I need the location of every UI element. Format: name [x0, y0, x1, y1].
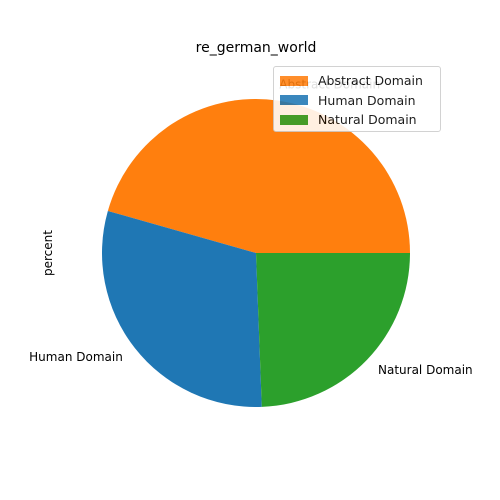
pie-slice-abstract-domain: [107, 99, 410, 253]
legend-swatch-natural-domain: [280, 114, 308, 125]
legend-label-natural-domain: Natural Domain: [318, 112, 417, 128]
y-axis-label: percent: [41, 230, 55, 276]
legend-swatch-abstract-domain: [280, 75, 308, 86]
pie-label-natural-domain: Natural Domain: [378, 363, 473, 377]
pie-slice-human-domain: [102, 210, 262, 407]
pie-label-human-domain: Human Domain: [29, 350, 123, 364]
legend-entry-abstract-domain: Abstract Domain: [280, 71, 434, 91]
legend-entry-human-domain: Human Domain: [280, 91, 434, 111]
legend-label-abstract-domain: Abstract Domain: [318, 73, 423, 89]
chart-title: re_german_world: [196, 40, 317, 56]
pie-slice-natural-domain: [256, 253, 410, 407]
legend: Abstract Domain Human Domain Natural Dom…: [273, 66, 441, 132]
legend-swatch-human-domain: [280, 95, 308, 106]
legend-label-human-domain: Human Domain: [318, 92, 416, 108]
legend-entry-natural-domain: Natural Domain: [280, 110, 434, 130]
